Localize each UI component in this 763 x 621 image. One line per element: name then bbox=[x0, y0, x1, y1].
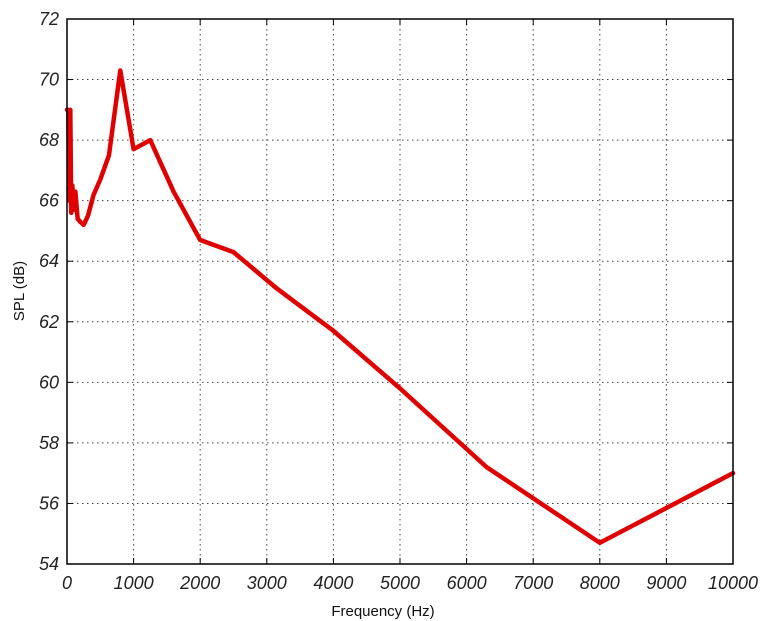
x-tick-label: 6000 bbox=[447, 573, 487, 593]
y-tick-label: 56 bbox=[39, 493, 60, 513]
y-tick-label: 72 bbox=[39, 9, 59, 29]
x-tick-labels: 0 1000 2000 3000 4000 5000 6000 7000 8000 9000 100… bbox=[62, 573, 758, 593]
tick-marks bbox=[67, 19, 733, 564]
grid bbox=[67, 19, 733, 564]
plot-frame bbox=[67, 19, 733, 564]
y-tick-label: 66 bbox=[39, 191, 60, 211]
series-line bbox=[67, 70, 733, 542]
y-tick-label: 54 bbox=[39, 554, 59, 574]
x-tick-label: 4000 bbox=[313, 573, 353, 593]
series-layer bbox=[67, 70, 733, 542]
y-tick-label: 64 bbox=[39, 251, 59, 271]
y-tick-label: 60 bbox=[39, 372, 59, 392]
x-tick-label: 3000 bbox=[247, 573, 287, 593]
y-axis-label: SPL (dB) bbox=[11, 261, 28, 321]
x-tick-label: 0 bbox=[62, 573, 72, 593]
x-tick-label: 7000 bbox=[513, 573, 553, 593]
y-tick-label: 62 bbox=[39, 312, 59, 332]
x-axis-label: Frequency (Hz) bbox=[331, 603, 434, 620]
y-tick-labels: 54 56 58 60 62 64 66 68 70 72 bbox=[39, 9, 60, 574]
y-tick-label: 68 bbox=[39, 130, 59, 150]
x-tick-label: 1000 bbox=[114, 573, 154, 593]
y-tick-label: 70 bbox=[39, 70, 59, 90]
x-tick-label: 8000 bbox=[580, 573, 620, 593]
x-tick-label: 2000 bbox=[179, 573, 220, 593]
x-tick-label: 10000 bbox=[708, 573, 758, 593]
x-tick-label: 5000 bbox=[380, 573, 420, 593]
x-tick-label: 9000 bbox=[646, 573, 686, 593]
y-tick-label: 58 bbox=[39, 433, 59, 453]
